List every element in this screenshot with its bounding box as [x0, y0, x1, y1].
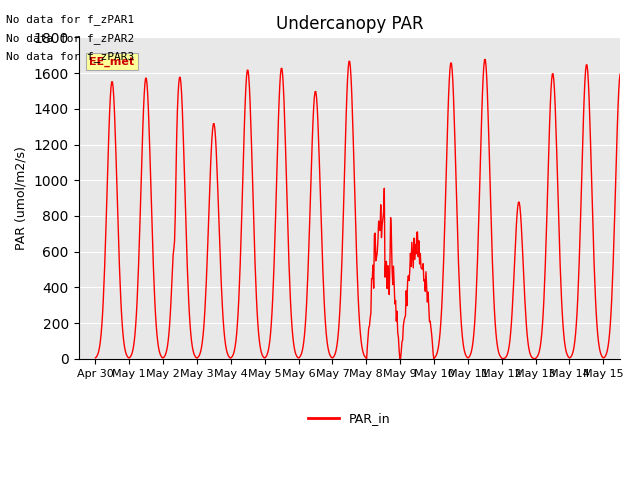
Text: No data for f_zPAR2: No data for f_zPAR2	[6, 33, 134, 44]
Text: No data for f_zPAR3: No data for f_zPAR3	[6, 51, 134, 62]
Legend: PAR_in: PAR_in	[303, 407, 396, 430]
Title: Undercanopy PAR: Undercanopy PAR	[276, 15, 423, 33]
Y-axis label: PAR (umol/m2/s): PAR (umol/m2/s)	[15, 146, 28, 250]
Text: No data for f_zPAR1: No data for f_zPAR1	[6, 14, 134, 25]
Text: EE_met: EE_met	[90, 57, 134, 67]
